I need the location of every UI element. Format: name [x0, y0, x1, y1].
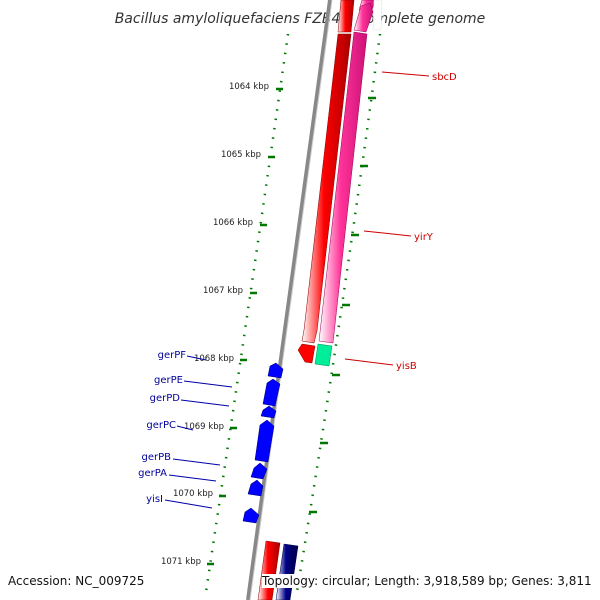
gene-gerPE-arrow[interactable]	[262, 378, 281, 407]
forward-gene-top[interactable]	[337, 0, 355, 33]
forward-gene-bottom[interactable]	[257, 540, 281, 600]
label-line-sbcD	[381, 71, 430, 77]
gene-gerPC-arrow[interactable]	[254, 419, 275, 463]
kbp-label-1071: 1071 kbp	[161, 557, 201, 567]
kbp-label-1067: 1067 kbp	[203, 286, 243, 296]
gene-label-yirY[interactable]: yirY	[414, 232, 434, 243]
label-line-yirY	[363, 230, 412, 237]
left-label-lines	[164, 355, 233, 509]
gene-gerPB-arrow[interactable]	[250, 462, 268, 480]
gene-label-sbcD[interactable]: sbcD	[432, 72, 457, 83]
gene-label-gerPC[interactable]: gerPC	[146, 420, 176, 431]
gene-label-yisB[interactable]: yisB	[396, 361, 417, 372]
forward-gene-small[interactable]	[297, 343, 316, 364]
gene-gerPD-arrow[interactable]	[260, 405, 277, 419]
gene-label-gerPB[interactable]: gerPB	[141, 452, 171, 463]
blue-genes	[242, 362, 284, 524]
rna-gene-yisB[interactable]	[314, 343, 333, 367]
map-title: Bacillus amyloliquefaciens FZB42, comple…	[115, 11, 486, 27]
kbp-label-1064: 1064 kbp	[229, 82, 269, 92]
inner-axis-dots	[204, 33, 290, 593]
reverse-gene-sbcD[interactable]	[318, 31, 368, 344]
genome-backbone	[246, 0, 332, 600]
gene-gerPA-arrow[interactable]	[247, 479, 264, 497]
gene-label-gerPE[interactable]: gerPE	[154, 375, 183, 386]
kbp-label-1065: 1065 kbp	[221, 150, 261, 160]
kbp-label-1068: 1068 kbp	[194, 354, 234, 364]
reverse-gene-arrowhead[interactable]	[353, 2, 374, 33]
gene-label-gerPA[interactable]: gerPA	[138, 468, 167, 479]
kbp-label-1069: 1069 kbp	[184, 422, 224, 432]
gene-gerPF-arrow[interactable]	[267, 362, 284, 379]
gene-label-yisI[interactable]: yisI	[146, 494, 163, 505]
genome-summary-text: Topology: circular; Length: 3,918,589 bp…	[262, 574, 592, 588]
gene-label-gerPD[interactable]: gerPD	[150, 393, 181, 404]
label-line-yisB	[344, 358, 394, 366]
gene-label-gerPF[interactable]: gerPF	[158, 350, 187, 361]
kbp-label-1066: 1066 kbp	[213, 218, 253, 228]
accession-text: Accession: NC_009725	[8, 574, 145, 588]
forward-gene-long[interactable]	[301, 33, 352, 344]
gene-yisI-arrow[interactable]	[242, 507, 260, 524]
outer-major-ticks	[309, 96, 376, 514]
reverse-gene-bottom[interactable]	[275, 543, 299, 600]
inner-major-ticks	[207, 87, 283, 566]
kbp-label-1070: 1070 kbp	[173, 489, 213, 499]
genome-backbone-highlight	[249, 0, 333, 600]
reverse-gene-fade	[372, 0, 383, 31]
